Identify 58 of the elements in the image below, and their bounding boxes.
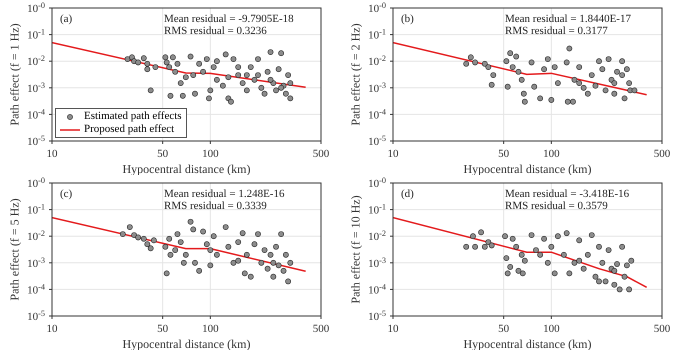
- x-tick-label: 500: [654, 323, 671, 335]
- y-tick-label: 10$^{-3}$: [368, 255, 386, 270]
- annotation: RMS residual = 0.3339: [164, 200, 268, 212]
- annotation: (d): [401, 188, 414, 200]
- y-tick-label: 10$^{-5}$: [27, 308, 45, 323]
- y-tick-label: 10$^{-2}$: [27, 54, 45, 68]
- x-tick-label: 500: [312, 323, 330, 335]
- annotation: (b): [401, 13, 414, 25]
- x-tick-label: 10: [388, 323, 399, 335]
- x-tick-label: 50: [157, 323, 169, 335]
- y-tick-label: 10$^{-1}$: [368, 202, 386, 217]
- x-tick-label: 10: [388, 148, 399, 160]
- y-tick-label: 10$^{-5}$: [368, 134, 386, 148]
- x-tick-label: 100: [202, 323, 220, 335]
- y-tick-label: 10$^{-2}$: [368, 228, 386, 244]
- y-tick-label: 10$^{-1}$: [27, 27, 45, 42]
- y-axis-title: Path effect (f = 2 Hz): [348, 23, 362, 126]
- y-tick-label: 10$^{-2}$: [368, 54, 386, 68]
- legend-label: Estimated path effects: [84, 110, 182, 123]
- x-tick-label: 50: [498, 323, 510, 335]
- annotation: RMS residual = 0.3236: [164, 25, 268, 37]
- x-tick-label: 100: [202, 148, 220, 160]
- y-tick-label: 10$^{-3}$: [368, 80, 386, 95]
- y-tick-label: 10$^{-4}$: [27, 106, 45, 122]
- x-tick-label: 10: [46, 148, 58, 160]
- legend-label: Proposed path effect: [84, 123, 174, 136]
- annotation: Mean residual = -9.7905E-18: [164, 13, 294, 25]
- y-tick-label: 10$^{-0}$: [27, 176, 45, 190]
- y-tick-label: 10$^{-1}$: [368, 27, 386, 42]
- annotation: (a): [60, 13, 73, 25]
- y-tick-label: 10$^{-0}$: [368, 176, 386, 190]
- annotation: Mean residual = -3.418E-16: [505, 188, 630, 200]
- annotation: RMS residual = 0.3579: [505, 200, 608, 212]
- y-axis-title: Path effect (f = 5 Hz): [7, 198, 22, 301]
- y-axis-title: Path effect (f = 10 Hz): [348, 195, 362, 304]
- annotation: Mean residual = 1.8440E-17: [505, 13, 632, 25]
- y-tick-label: 10$^{-5}$: [27, 134, 45, 148]
- y-tick-label: 10$^{-3}$: [27, 255, 45, 270]
- x-tick-label: 100: [543, 148, 560, 160]
- y-tick-label: 10$^{-4}$: [368, 106, 386, 122]
- y-tick-label: 10$^{-0}$: [27, 0, 45, 15]
- x-tick-label: 500: [654, 148, 671, 160]
- y-tick-label: 10$^{-4}$: [368, 282, 386, 296]
- y-tick-label: 10$^{-3}$: [27, 80, 45, 95]
- x-tick-label: 100: [543, 323, 560, 335]
- y-axis-title: Path effect (f = 1 Hz): [7, 23, 22, 126]
- x-tick-label: 50: [157, 148, 169, 160]
- y-tick-label: 10$^{-4}$: [27, 282, 45, 296]
- annotation: RMS residual = 0.3177: [505, 25, 608, 37]
- y-tick-label: 10$^{-0}$: [368, 0, 386, 15]
- y-tick-label: 10$^{-1}$: [27, 202, 45, 217]
- annotation: Mean residual = 1.248E-16: [164, 188, 285, 200]
- y-tick-label: 10$^{-5}$: [368, 308, 386, 323]
- x-tick-label: 10: [46, 323, 58, 335]
- annotation: (c): [60, 188, 73, 200]
- x-tick-label: 50: [498, 148, 510, 160]
- y-tick-label: 10$^{-2}$: [27, 228, 45, 244]
- x-tick-label: 500: [312, 148, 330, 160]
